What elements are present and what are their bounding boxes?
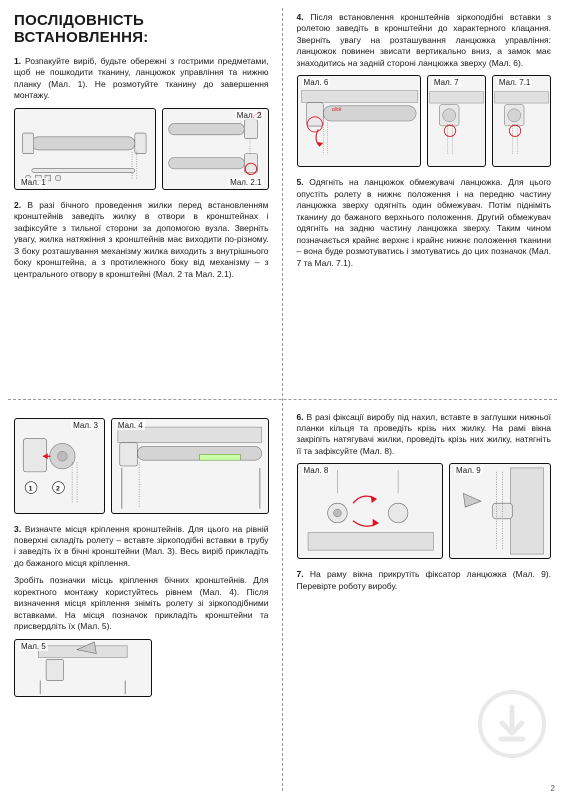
step-4-body: Після встановлення кронштейнів зіркоподі…	[297, 12, 552, 68]
svg-text:1: 1	[29, 485, 33, 492]
step-6-body: В разі фіксації виробу під нахил, вставт…	[297, 412, 552, 456]
step-1-text: 1. Розпакуйте виріб, будьте обережні з г…	[14, 56, 269, 102]
step-1-body: Розпакуйте виріб, будьте обережні з гост…	[14, 56, 269, 100]
figure-2-label: Мал. 2	[235, 111, 264, 120]
step-2-text: 2. В разі бічного проведення жилки перед…	[14, 200, 269, 280]
figure-2: Мал. 2 Мал. 2.1	[162, 108, 268, 190]
figure-7-1: Мал. 7.1	[492, 75, 551, 167]
click-label: click	[331, 107, 341, 113]
figure-3: Мал. 3 1 2	[14, 418, 105, 514]
quadrant-top-right: 4. Після встановлення кронштейнів зіркоп…	[283, 0, 565, 400]
figure-4: Мал. 4	[111, 418, 269, 514]
step-6-text: 6. В разі фіксації виробу під нахил, вст…	[297, 412, 552, 458]
step-7-text: 7. На раму вікна прикрутіть фіксатор лан…	[297, 569, 552, 592]
quadrant-bottom-right: 6. В разі фіксації виробу під нахил, вст…	[283, 400, 565, 799]
figure-7-1-label: Мал. 7.1	[497, 78, 532, 87]
step-5-text: 5. Одягніть на ланцюжок обмежувачі ланцю…	[297, 177, 552, 269]
figure-1-label: Мал. 1	[19, 178, 48, 187]
figure-9-label: Мал. 9	[454, 466, 483, 475]
figure-4-label: Мал. 4	[116, 421, 145, 430]
step-4-text: 4. Після встановлення кронштейнів зіркоп…	[297, 12, 552, 69]
figure-7: Мал. 7	[427, 75, 486, 167]
step-3a-text: 3. Визначте місця кріплення кронштейнів.…	[14, 524, 269, 570]
figure-3-label: Мал. 3	[71, 421, 100, 430]
figure-5-label: Мал. 5	[19, 642, 48, 651]
quadrant-bottom-left: Мал. 3 1 2 Мал. 4	[0, 400, 283, 799]
figure-1: Мал. 1	[14, 108, 156, 190]
figure-8: Мал. 8	[297, 463, 443, 559]
step-7-body: На раму вікна прикрутіть фіксатор ланцюж…	[297, 569, 552, 590]
step-5-body: Одягніть на ланцюжок обмежувачі ланцюжка…	[297, 177, 552, 267]
page-title: ПОСЛІДОВНІСТЬ ВСТАНОВЛЕННЯ:	[14, 12, 269, 46]
figure-6-label: Мал. 6	[302, 78, 331, 87]
quadrant-top-left: ПОСЛІДОВНІСТЬ ВСТАНОВЛЕННЯ: 1. Розпакуйт…	[0, 0, 283, 400]
figure-8-label: Мал. 8	[302, 466, 331, 475]
figure-2-1-label: Мал. 2.1	[228, 178, 263, 187]
step-3a-body: Визначте місця кріплення кронштейнів. Дл…	[14, 524, 269, 568]
watermark-icon	[477, 689, 547, 759]
step-2-body: В разі бічного проведення жилки перед вс…	[14, 200, 269, 279]
svg-text:2: 2	[56, 485, 60, 492]
figure-6: Мал. 6 click	[297, 75, 421, 167]
figure-7-label: Мал. 7	[432, 78, 461, 87]
figure-5: Мал. 5	[14, 639, 152, 697]
figure-9: Мал. 9	[449, 463, 551, 559]
page-number: 2	[551, 784, 555, 793]
step-3b-body: Зробіть позначки місць кріплення бічних …	[14, 575, 269, 632]
